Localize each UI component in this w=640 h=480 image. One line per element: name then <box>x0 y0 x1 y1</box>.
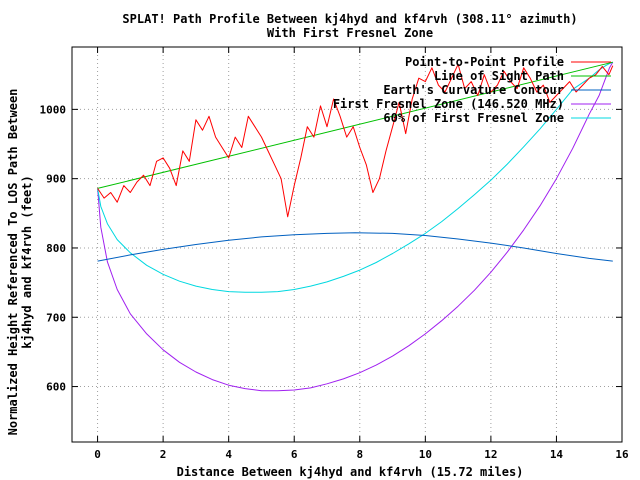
legend-label-first-fresnel-zone: First Fresnel Zone (146.520 MHz) <box>333 97 564 111</box>
plot-frame <box>71 46 623 443</box>
point-to-point-profile-line <box>97 63 614 218</box>
y-tick-label: 600 <box>46 381 66 394</box>
x-tick-label: 0 <box>94 448 101 461</box>
legend-label-sixty-percent-fresnel-zone: 60% of First Fresnel Zone <box>383 111 564 125</box>
x-tick-label: 10 <box>419 448 432 461</box>
sixty-percent-fresnel-zone-line <box>97 61 613 293</box>
axis-ticks: 0 2 4 6 8 10 12 14 16 600 700 800 900 1000 <box>40 47 629 461</box>
chart-title: SPLAT! Path Profile Between kj4hyd and k… <box>122 12 577 26</box>
y-axis-label-line2: kj4hyd and kf4rvh (feet) <box>20 175 34 348</box>
y-tick-label: 900 <box>46 173 66 186</box>
x-axis-label: Distance Between kj4hyd and kf4rvh (15.7… <box>177 465 524 479</box>
y-axis-label-line1: Normalized Height Referenced To LOS Path… <box>6 89 20 436</box>
x-tick-label: 2 <box>160 448 167 461</box>
y-tick-label: 700 <box>46 311 66 324</box>
line-of-sight-path-line <box>97 61 613 189</box>
legend-label-point-to-point-profile: Point-to-Point Profile <box>405 55 564 69</box>
chart-subtitle: With First Fresnel Zone <box>267 26 433 40</box>
legend-label-earth-curvature-contour: Earth's Curvature Contour <box>383 83 564 97</box>
y-tick-label: 1000 <box>40 103 67 116</box>
series-lines <box>97 61 614 392</box>
first-fresnel-zone-line <box>97 61 614 392</box>
x-tick-label: 8 <box>356 448 363 461</box>
x-tick-label: 14 <box>550 448 564 461</box>
x-tick-label: 4 <box>225 448 232 461</box>
x-tick-label: 16 <box>615 448 629 461</box>
x-tick-label: 12 <box>484 448 497 461</box>
legend-label-line-of-sight-path: Line of Sight Path <box>434 69 564 83</box>
x-tick-label: 6 <box>291 448 298 461</box>
y-tick-label: 800 <box>46 242 66 255</box>
earth-curvature-contour-line <box>97 232 613 262</box>
